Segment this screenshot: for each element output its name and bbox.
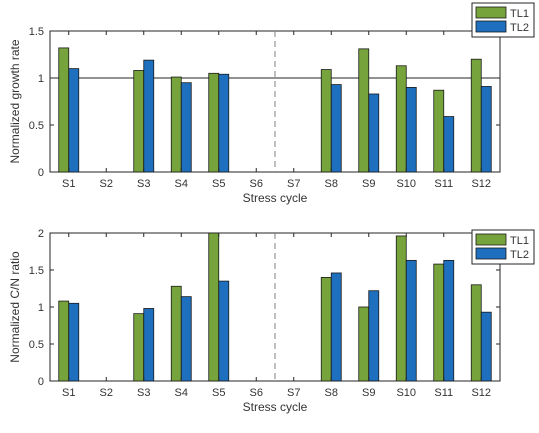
x-tick-label: S1: [62, 178, 75, 190]
x-tick-label: S5: [212, 387, 225, 399]
legend-swatch-tl2: [475, 247, 507, 260]
y-axis-label: Normalized C/N ratio: [8, 251, 22, 363]
bar-tl2-s5: [218, 73, 230, 173]
y-tick-label: 1.5: [29, 265, 44, 277]
legend-label-tl2: TL2: [510, 22, 529, 34]
x-tick-label: S9: [362, 178, 375, 190]
bar-tl1-s1: [58, 300, 70, 382]
x-tick-label: S7: [287, 178, 300, 190]
x-tick-label: S4: [175, 178, 188, 190]
bar-tl1-s9: [358, 48, 370, 173]
legend-label-tl2: TL2: [510, 249, 529, 261]
legend-swatch-tl1: [475, 233, 507, 246]
bar-tl2-s12: [480, 311, 492, 382]
x-tick-label: S2: [100, 178, 113, 190]
y-tick-label: 1.5: [29, 26, 44, 38]
x-tick-label: S1: [62, 387, 75, 399]
bar-tl2-s9: [368, 290, 380, 382]
x-tick-label: S8: [325, 387, 338, 399]
x-tick-label: S5: [212, 178, 225, 190]
bar-tl2-s3: [143, 59, 155, 173]
y-tick-label: 1: [38, 73, 44, 85]
x-tick-label: S11: [434, 178, 453, 190]
bar-tl1-s3: [133, 313, 145, 382]
bar-tl1-s8: [320, 276, 332, 382]
legend-label-tl1: TL1: [510, 235, 529, 247]
bar-tl2-s1: [68, 68, 80, 173]
chart-panel-2: 0 0.5 1 1.5 2 S1 S2 S3 S4 S5 S6 S7 S8 S9 S10 S11 S12 Stre…: [8, 228, 535, 414]
bar-tl1-s9: [358, 306, 370, 382]
bar-tl2-s9: [368, 93, 380, 173]
bar-tl2-s10: [405, 87, 417, 173]
y-tick-label: 0: [38, 376, 44, 388]
x-axis-label: Stress cycle: [243, 400, 308, 414]
x-tick-label: S7: [287, 387, 300, 399]
bar-tl2-s4: [180, 82, 192, 173]
x-axis-label: Stress cycle: [243, 191, 308, 205]
bar-tl1-s3: [133, 70, 145, 173]
x-tick-label: S6: [250, 387, 263, 399]
chart-panel-1: 0 0.5 1 1.5 S1 S2 S3 S4 S5 S6 S7 S8 S9 S10 S11 S12 Stres…: [8, 2, 535, 205]
bar-tl2-s4: [180, 296, 192, 382]
bar-tl2-s5: [218, 280, 230, 382]
bar-tl1-s10: [395, 65, 407, 173]
legend-label-tl1: TL1: [510, 8, 529, 20]
bar-tl2-s8: [330, 272, 342, 382]
bar-tl2-s1: [68, 302, 80, 382]
x-tick-label: S12: [471, 387, 491, 399]
legend-swatch-tl1: [475, 6, 507, 19]
x-tick-label: S4: [175, 387, 188, 399]
bar-tl1-s11: [433, 89, 445, 173]
x-tick-label: S9: [362, 387, 375, 399]
bar-tl2-s3: [143, 308, 155, 382]
bar-tl1-s11: [433, 263, 445, 382]
x-tick-label: S10: [396, 178, 416, 190]
bar-tl2-s12: [480, 86, 492, 173]
y-tick-label: 0: [38, 167, 44, 179]
bar-tl2-s11: [443, 116, 455, 173]
y-tick-label: 0.5: [29, 120, 44, 132]
x-tick-label: S6: [250, 178, 263, 190]
bar-tl1-s1: [58, 47, 70, 173]
bar-tl1-s10: [395, 235, 407, 382]
y-axis-label: Normalized growth rate: [8, 39, 22, 163]
x-tick-label: S3: [137, 178, 150, 190]
bar-tl2-s10: [405, 259, 417, 382]
y-tick-label: 0.5: [29, 339, 44, 351]
bar-tl1-s5: [208, 72, 220, 173]
x-tick-label: S3: [137, 387, 150, 399]
legend-swatch-tl2: [475, 20, 507, 33]
bar-tl1-s4: [170, 285, 182, 382]
bar-tl2-s11: [443, 259, 455, 382]
x-tick-label: S12: [471, 178, 491, 190]
bar-tl2-s8: [330, 84, 342, 173]
x-tick-label: S2: [100, 387, 113, 399]
bar-tl1-s4: [170, 76, 182, 173]
x-tick-label: S11: [434, 387, 453, 399]
bar-tl1-s12: [470, 284, 482, 382]
x-tick-label: S10: [396, 387, 416, 399]
y-tick-label: 2: [38, 228, 44, 240]
bar-tl1-s8: [320, 69, 332, 173]
bar-tl1-s5: [208, 232, 220, 382]
bar-tl1-s12: [470, 58, 482, 173]
x-tick-label: S8: [325, 178, 338, 190]
y-tick-label: 1: [38, 302, 44, 314]
